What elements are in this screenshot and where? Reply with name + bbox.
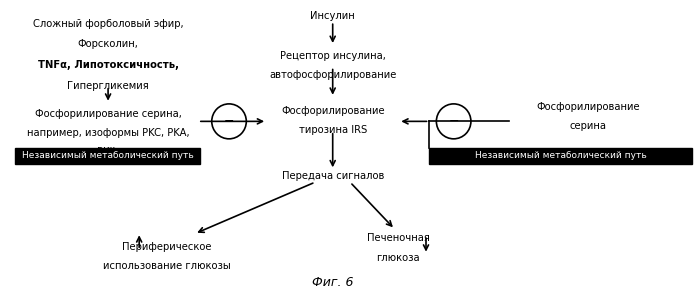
Text: использование глюкозы: использование глюкозы	[103, 261, 231, 271]
Text: PKII;: PKII;	[97, 147, 119, 157]
Text: Независимый метаболический путь: Независимый метаболический путь	[475, 152, 647, 160]
Text: Независимый метаболический путь: Независимый метаболический путь	[22, 152, 193, 160]
Text: глюкоза: глюкоза	[377, 252, 420, 263]
Text: автофосфорилирование: автофосфорилирование	[269, 70, 396, 81]
Text: Печеночная: Печеночная	[367, 233, 430, 243]
Text: серина: серина	[570, 121, 607, 131]
Text: −: −	[448, 115, 459, 128]
Text: например, изоформы PKC, PKA,: например, изоформы PKC, PKA,	[27, 128, 189, 138]
Text: Форсколин,: Форсколин,	[78, 39, 138, 49]
Text: Сложный форболовый эфир,: Сложный форболовый эфир,	[33, 19, 183, 29]
Text: Фосфорилирование серина,: Фосфорилирование серина,	[35, 109, 182, 119]
Text: Фосфорилирование: Фосфорилирование	[281, 106, 384, 116]
FancyBboxPatch shape	[15, 148, 200, 164]
Text: Фосфорилирование: Фосфорилирование	[537, 102, 640, 112]
Text: Фиг. 6: Фиг. 6	[312, 276, 354, 289]
Text: TNFα, Липотоксичность,: TNFα, Липотоксичность,	[38, 60, 178, 70]
Text: Гипергликемия: Гипергликемия	[67, 81, 149, 91]
Text: Передача сигналов: Передача сигналов	[282, 171, 384, 181]
Text: Периферическое: Периферическое	[122, 242, 212, 252]
Text: Инсулин: Инсулин	[310, 11, 355, 21]
FancyBboxPatch shape	[429, 148, 692, 164]
Text: Рецептор инсулина,: Рецептор инсулина,	[280, 51, 386, 61]
Text: −: −	[224, 115, 234, 128]
Text: тирозина IRS: тирозина IRS	[298, 125, 367, 135]
